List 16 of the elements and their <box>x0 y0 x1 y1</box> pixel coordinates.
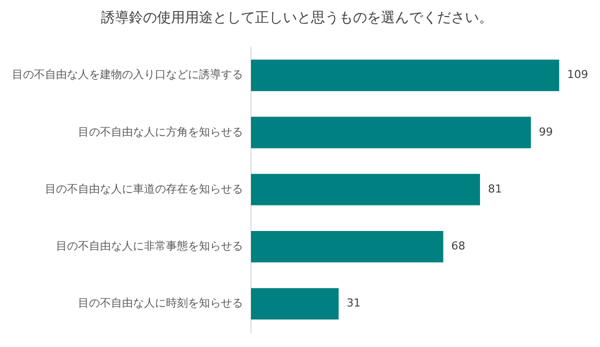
y-tick-label: 目の不自由な人に方角を知らせる <box>78 125 243 138</box>
chart-title: 誘導鈴の使用用途として正しいと思うものを選んでください。 <box>101 10 493 26</box>
data-label: 99 <box>538 125 553 138</box>
bar <box>251 116 531 148</box>
bar <box>251 60 560 92</box>
y-tick-label: 目の不自由な人に非常事態を知らせる <box>56 240 243 253</box>
data-label: 68 <box>451 240 466 253</box>
bar <box>251 231 444 262</box>
data-label: 31 <box>346 296 361 310</box>
data-label: 109 <box>567 68 588 82</box>
y-tick-label: 目の不自由な人に時刻を知らせる <box>78 296 243 310</box>
data-label: 81 <box>488 182 502 196</box>
y-tick-label: 目の不自由な人に車道の存在を知らせる <box>45 182 243 196</box>
bar <box>251 288 339 320</box>
y-tick-label: 目の不自由な人を建物の入り口などに誘導する <box>12 68 243 82</box>
bar <box>251 174 480 206</box>
